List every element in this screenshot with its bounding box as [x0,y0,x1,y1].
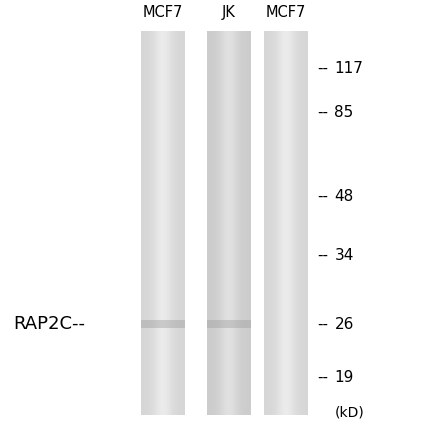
Text: 26: 26 [334,317,354,332]
Text: MCF7: MCF7 [143,5,183,20]
Text: JK: JK [222,5,236,20]
Text: --: -- [317,189,328,204]
Text: --: -- [317,61,328,76]
Text: --: -- [317,317,328,332]
Text: --: -- [317,248,328,263]
Text: 48: 48 [334,189,354,204]
Text: RAP2C--: RAP2C-- [13,315,85,333]
Text: --: -- [317,105,328,120]
Text: (kD): (kD) [334,405,364,419]
Text: 34: 34 [334,248,354,263]
Text: MCF7: MCF7 [266,5,306,20]
Text: 19: 19 [334,370,354,385]
Text: 85: 85 [334,105,354,120]
Text: 117: 117 [334,61,363,76]
Text: --: -- [317,370,328,385]
